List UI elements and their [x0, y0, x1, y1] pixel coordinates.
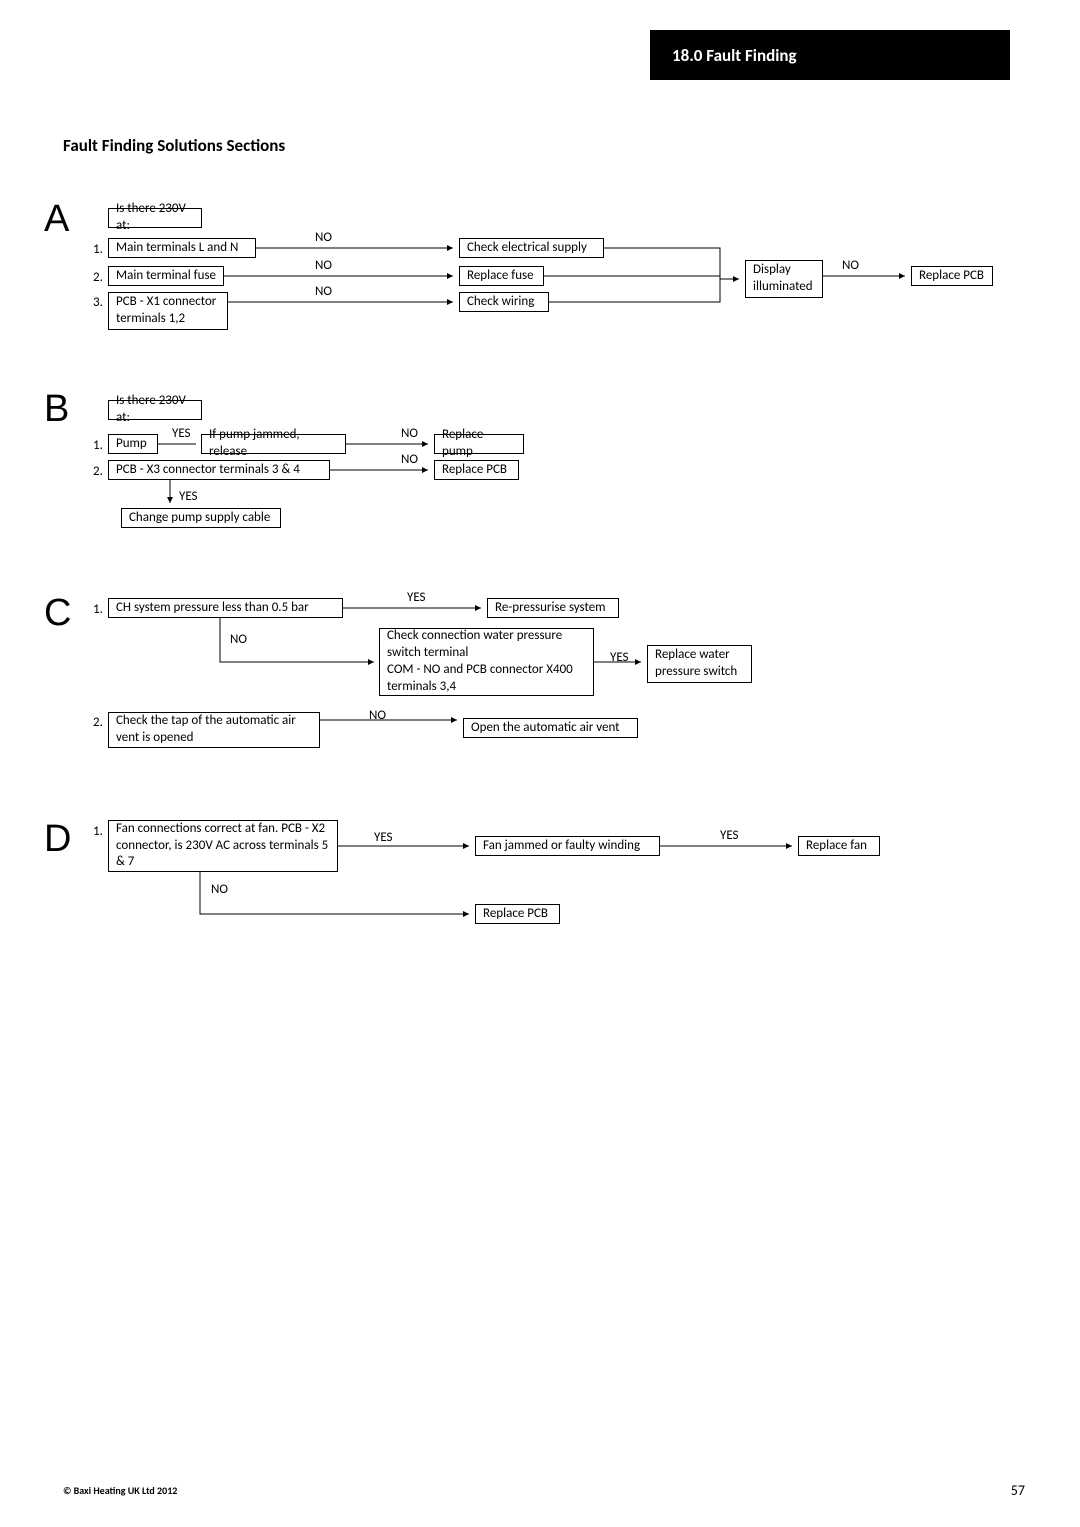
label-no: NO	[230, 632, 247, 647]
box-a-q2: Main terminal fuse	[108, 266, 224, 286]
box-b-pcb: PCB - X3 connector terminals 3 & 4	[108, 460, 330, 480]
box-c-q2: Check the tap of the automatic air vent …	[108, 712, 320, 748]
num-a1: 1.	[93, 242, 103, 257]
num-b1: 1.	[93, 438, 103, 453]
label-yes: YES	[407, 590, 426, 605]
box-c-repress: Re-pressurise system	[487, 598, 619, 618]
box-a-r2: Replace fuse	[459, 266, 544, 286]
box-d-replacepcb: Replace PCB	[475, 904, 560, 924]
box-a-r1: Check electrical supply	[459, 238, 604, 258]
label-no: NO	[315, 284, 332, 299]
header-title: 18.0 Fault Finding	[672, 45, 797, 66]
box-a-r3: Check wiring	[459, 292, 549, 312]
num-c1: 1.	[93, 602, 103, 617]
num-a2: 2.	[93, 270, 103, 285]
box-b-release: If pump jammed, release	[201, 434, 346, 454]
label-yes: YES	[172, 426, 191, 441]
label-yes: YES	[179, 489, 198, 504]
label-no: NO	[401, 426, 418, 441]
box-b-pump: Pump	[108, 434, 158, 454]
box-c-open: Open the automatic air vent	[463, 718, 638, 738]
box-d-q1: Fan connections correct at fan. PCB - X2…	[108, 820, 338, 872]
box-a-final: Replace PCB	[911, 266, 993, 286]
box-c-replacewater: Replace water pressure switch	[647, 645, 752, 683]
label-yes: YES	[610, 650, 629, 665]
box-b-header: Is there 230V at:	[108, 400, 202, 420]
box-a-q3: PCB - X1 connector terminals 1,2	[108, 292, 228, 330]
box-d-fan: Fan jammed or faulty winding	[475, 836, 660, 856]
label-no: NO	[315, 258, 332, 273]
box-a-q1: Main terminals L and N	[108, 238, 256, 258]
box-b-replacepump: Replace pump	[434, 434, 524, 454]
box-c-check: Check connection water pressure switch t…	[379, 628, 594, 696]
box-c-q1: CH system pressure less than 0.5 bar	[108, 598, 343, 618]
label-yes: YES	[374, 830, 393, 845]
num-c2: 2.	[93, 715, 103, 730]
box-b-replacepcb: Replace PCB	[434, 460, 519, 480]
label-no: NO	[315, 230, 332, 245]
label-yes: YES	[720, 828, 739, 843]
label-no: NO	[369, 708, 386, 723]
num-b2: 2.	[93, 464, 103, 479]
box-d-replacefan: Replace fan	[798, 836, 880, 856]
num-a3: 3.	[93, 295, 103, 310]
section-letter-b: B	[44, 388, 69, 431]
num-d1: 1.	[93, 824, 103, 839]
section-letter-c: C	[44, 592, 71, 635]
section-letter-a: A	[44, 198, 69, 241]
page-subtitle: Fault Finding Solutions Sections	[63, 135, 285, 156]
box-a-header: Is there 230V at:	[108, 208, 202, 228]
label-no: NO	[211, 882, 228, 897]
footer-page-number: 57	[1011, 1482, 1025, 1499]
section-header: 18.0 Fault Finding	[650, 30, 1010, 80]
box-b-change: Change pump supply cable	[121, 508, 281, 528]
section-letter-d: D	[44, 818, 71, 861]
box-a-display: Display illuminated	[745, 260, 823, 298]
label-no: NO	[401, 452, 418, 467]
footer-copyright: © Baxi Heating UK Ltd 2012	[63, 1484, 177, 1497]
label-no: NO	[842, 258, 859, 273]
